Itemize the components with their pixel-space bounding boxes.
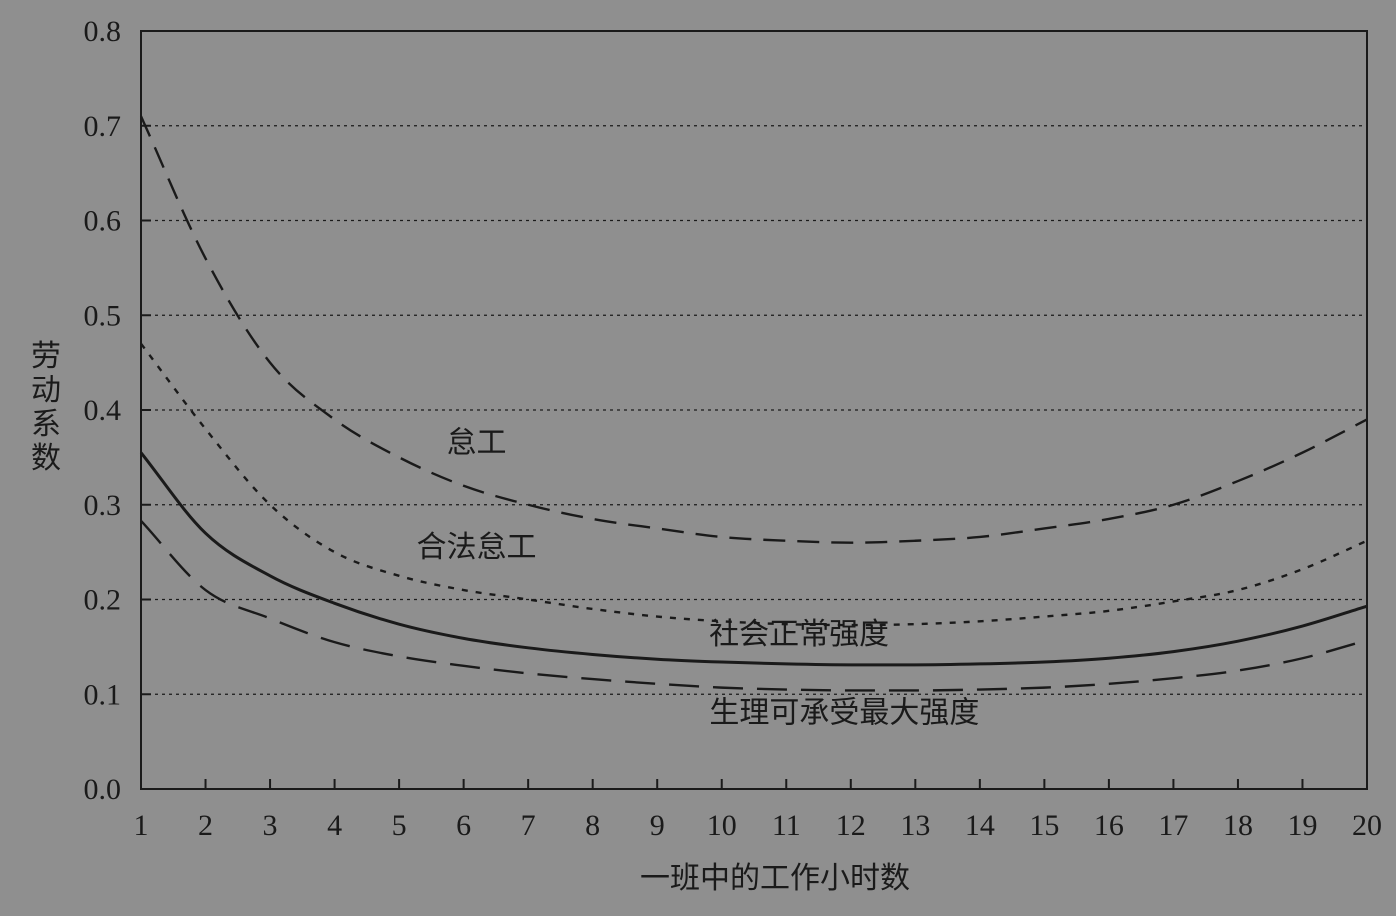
series-line-2: [139, 451, 1368, 667]
x-tick-label-11: 12: [836, 809, 866, 842]
series-line-1: [140, 342, 1368, 627]
y-tick-label-3: 0.3: [84, 489, 122, 522]
x-tick-label-1: 2: [198, 809, 213, 842]
x-tick-label-2: 3: [263, 809, 278, 842]
y-tick-label-0: 0.0: [84, 773, 122, 806]
annotation-3: 生理可承受最大强度: [709, 696, 979, 731]
series-lines: [139, 115, 1368, 692]
y-tick-label-7: 0.7: [84, 110, 122, 143]
series-line-3: [140, 520, 1368, 692]
x-tick-label-17: 18: [1223, 809, 1253, 842]
x-tick-label-14: 15: [1029, 809, 1059, 842]
x-tick-label-10: 11: [772, 809, 801, 842]
y-tick-label-1: 0.1: [84, 678, 122, 711]
x-tick-label-15: 16: [1094, 809, 1124, 842]
x-tick-label-4: 5: [392, 809, 407, 842]
y-tick-label-4: 0.4: [84, 394, 122, 427]
y-axis-ticks: 0.0 0.1 0.2 0.3 0.4 0.5 0.6 0.7 0.8: [84, 15, 151, 806]
x-tick-label-0: 1: [134, 809, 149, 842]
y-axis-label-char-2: 系: [31, 407, 61, 442]
y-axis-label-char-0: 劳: [31, 339, 61, 374]
x-tick-label-7: 8: [585, 809, 600, 842]
x-tick-label-16: 17: [1158, 809, 1188, 842]
y-tick-label-8: 0.8: [84, 15, 122, 48]
x-tick-label-18: 19: [1287, 809, 1317, 842]
y-tick-label-2: 0.2: [84, 584, 122, 617]
x-tick-label-9: 10: [707, 809, 737, 842]
annotation-1: 合法怠工: [417, 530, 537, 565]
y-axis-label-char-1: 动: [31, 373, 61, 408]
y-tick-label-6: 0.6: [84, 205, 122, 238]
x-tick-label-13: 14: [965, 809, 995, 842]
x-tick-label-6: 7: [521, 809, 536, 842]
y-axis-label-char-3: 数: [31, 441, 61, 476]
series-line-0: [139, 115, 1368, 544]
gridlines: [141, 125, 1367, 695]
annotation-2: 社会正常强度: [709, 617, 889, 652]
y-tick-label-5: 0.5: [84, 299, 122, 332]
x-tick-label-8: 9: [650, 809, 665, 842]
annotation-0: 怠工: [447, 426, 507, 461]
x-tick-label-5: 6: [456, 809, 471, 842]
x-axis-ticks: 1 2 3 4 5 6 7 8 9 10 11 12 13 14 15 16 17 18 19 20: [134, 779, 1382, 842]
x-tick-label-19: 20: [1352, 809, 1382, 842]
x-tick-label-3: 4: [327, 809, 342, 842]
x-axis-label: 一班中的工作小时数: [640, 861, 910, 896]
x-tick-label-12: 13: [900, 809, 930, 842]
